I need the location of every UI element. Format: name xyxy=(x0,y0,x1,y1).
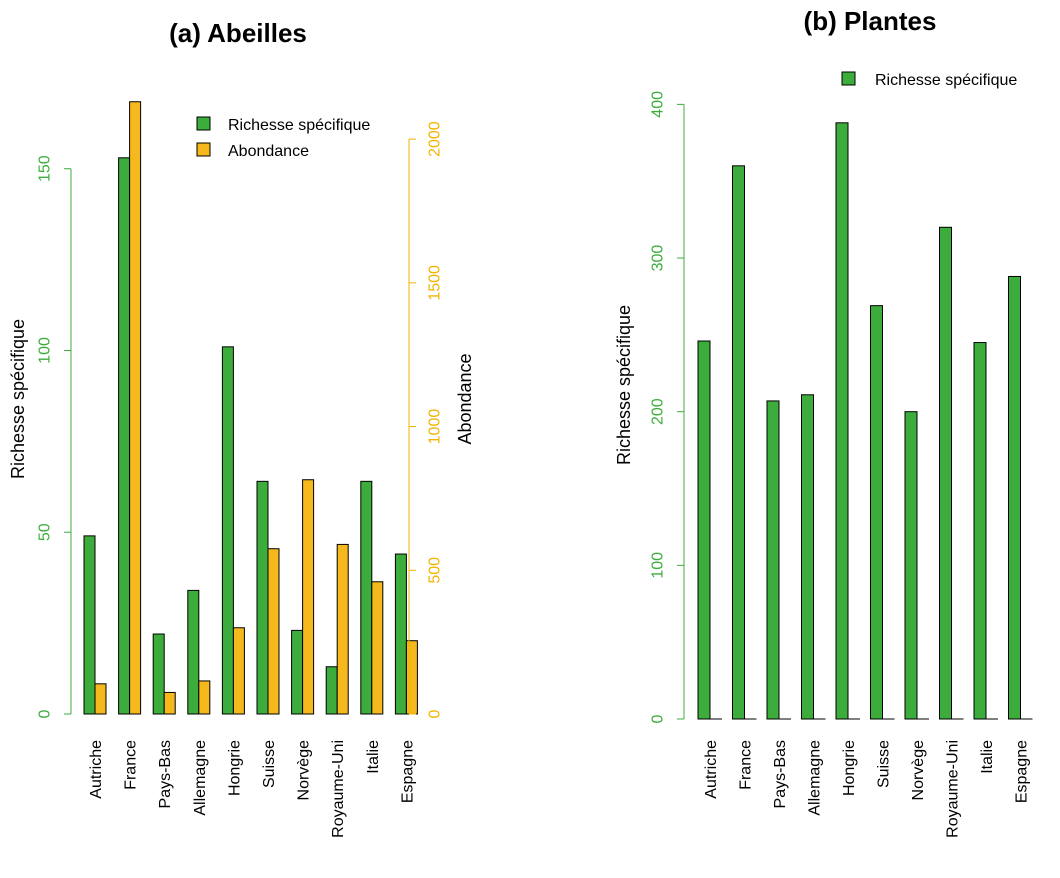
plants-category-label-espagne: Espagne xyxy=(1014,740,1031,803)
plants-legend: Richesse spécifique xyxy=(841,71,1017,89)
bees-richness-bar-france xyxy=(118,157,131,715)
bees-category-label-allemagne: Allemagne xyxy=(192,740,209,816)
bees-abundance-bar-royaume-uni xyxy=(336,543,349,715)
bees-abundance-bar-hongrie xyxy=(232,627,245,715)
bees-abundance-tick-label-2000: 2000 xyxy=(427,121,444,157)
bees-category-label-espagne: Espagne xyxy=(399,740,416,803)
bees-richness-bar-suisse xyxy=(256,480,269,715)
plants-richness-bar-norvege xyxy=(904,411,918,720)
bees-richness-bar-autriche xyxy=(83,535,96,715)
bees-category-label-royaume-uni: Royaume-Uni xyxy=(330,740,347,838)
bees-richness-tick-label-50: 50 xyxy=(37,523,54,541)
bees-richness-bar-allemagne xyxy=(187,589,200,715)
bees-legend-abundance-swatch xyxy=(196,142,211,157)
bees-category-label-france: France xyxy=(123,740,140,790)
bees-category-label-italie: Italie xyxy=(365,740,382,774)
bees-abundance-bar-france xyxy=(129,101,142,715)
plants-category-label-suisse: Suisse xyxy=(876,740,893,788)
bees-category-label-suisse: Suisse xyxy=(261,740,278,788)
bees-richness-tick-label-100: 100 xyxy=(37,337,54,364)
panel-plants-title: (b) Plantes xyxy=(804,6,937,36)
plants-richness-tick-label-100: 100 xyxy=(650,552,667,579)
bees-category-label-hongrie: Hongrie xyxy=(226,740,243,796)
bees-abundance-bar-suisse xyxy=(267,548,280,715)
bees-legend-richness-swatch xyxy=(196,116,211,131)
bees-y-axis-label: Richesse spécifique xyxy=(8,319,28,479)
bees-richness-bar-hongrie xyxy=(221,346,234,715)
plants-richness-bar-autriche xyxy=(697,340,711,720)
plants-bars xyxy=(697,122,1033,720)
plants-richness-tick-label-0: 0 xyxy=(650,714,667,723)
plants-category-label-pays-bas: Pays-Bas xyxy=(772,740,789,808)
bees-richness-bar-italie xyxy=(360,480,373,715)
panel-bees-title: (a) Abeilles xyxy=(169,18,307,48)
plants-category-label-france: France xyxy=(738,740,755,790)
bees-abundance-bar-allemagne xyxy=(198,680,211,715)
plants-richness-tick-label-200: 200 xyxy=(650,398,667,425)
bees-abundance-axis: 0 500 1000 1500 2000 xyxy=(408,121,444,718)
plants-legend-richness-label: Richesse spécifique xyxy=(875,72,1017,89)
bees-abundance-tick-label-0: 0 xyxy=(427,709,444,718)
panel-plants: (b) Plantes 0 100 200 300 400 Autriche France… xyxy=(614,6,1033,838)
plants-richness-axis: 0 100 200 300 400 xyxy=(650,91,685,723)
bees-richness-tick-label-0: 0 xyxy=(37,709,54,718)
bees-richness-bar-espagne xyxy=(394,553,407,715)
plants-category-label-hongrie: Hongrie xyxy=(841,740,858,796)
plants-richness-tick-label-300: 300 xyxy=(650,245,667,272)
plants-category-label-norvege: Norvège xyxy=(910,740,927,801)
bees-richness-bar-pays-bas xyxy=(152,633,165,715)
bees-bars xyxy=(83,101,418,715)
bees-category-label-pays-bas: Pays-Bas xyxy=(157,740,174,808)
bees-legend-abundance-label: Abondance xyxy=(228,143,309,160)
bees-richness-axis: 0 50 100 150 xyxy=(37,155,72,718)
bees-category-label-autriche: Autriche xyxy=(88,740,105,799)
bees-richness-bar-norvege xyxy=(291,629,304,715)
plants-richness-bar-espagne xyxy=(1008,275,1021,720)
plants-richness-bar-france xyxy=(732,165,745,720)
plants-richness-bar-allemagne xyxy=(801,394,814,720)
bees-abundance-bar-italie xyxy=(371,581,384,715)
bees-category-label-norvege: Norvège xyxy=(296,740,313,801)
bees-y2-axis-label: Abondance xyxy=(455,353,475,444)
bees-abundance-bar-norvege xyxy=(302,479,315,715)
bees-abundance-tick-label-1500: 1500 xyxy=(427,265,444,301)
bees-category-labels: Autriche France Pays-Bas Allemagne Hongrie Su… xyxy=(88,740,416,838)
plants-category-label-allemagne: Allemagne xyxy=(807,740,824,816)
plants-richness-bar-royaume-uni xyxy=(939,226,952,720)
bees-abundance-tick-label-500: 500 xyxy=(427,557,444,584)
plants-richness-bar-hongrie xyxy=(835,122,849,720)
bees-abundance-bar-pays-bas xyxy=(163,691,176,715)
plants-richness-bar-italie xyxy=(973,342,987,720)
plants-legend-richness-swatch xyxy=(841,71,856,86)
bees-abundance-bar-espagne xyxy=(405,640,418,715)
plants-y-axis-label: Richesse spécifique xyxy=(614,305,634,465)
bees-legend-richness-label: Richesse spécifique xyxy=(228,117,370,134)
bees-legend: Richesse spécifique Abondance xyxy=(196,116,370,160)
plants-category-label-autriche: Autriche xyxy=(703,740,720,799)
bees-abundance-tick-label-1000: 1000 xyxy=(427,409,444,445)
plants-category-labels: Autriche France Pays-Bas Allemagne Hongrie Su… xyxy=(703,740,1031,838)
plants-richness-bar-pays-bas xyxy=(766,400,780,720)
plants-category-label-italie: Italie xyxy=(979,740,996,774)
plants-category-label-royaume-uni: Royaume-Uni xyxy=(945,740,962,838)
plants-richness-bar-suisse xyxy=(870,305,883,720)
bees-richness-tick-label-150: 150 xyxy=(37,155,54,182)
bees-richness-bar-royaume-uni xyxy=(325,666,338,715)
bees-abundance-bar-autriche xyxy=(94,683,107,715)
plants-richness-tick-label-400: 400 xyxy=(650,91,667,118)
